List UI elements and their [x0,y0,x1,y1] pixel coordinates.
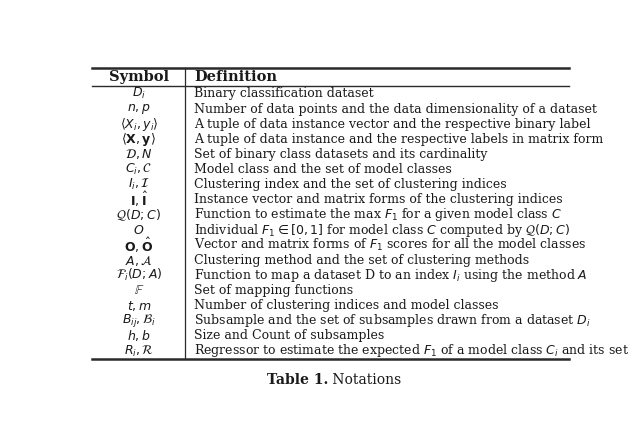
Text: $\mathbf{O}, \hat{\mathbf{O}}$: $\mathbf{O}, \hat{\mathbf{O}}$ [124,235,154,254]
Text: Regressor to estimate the expected $F_1$ of a model class $C_i$ and its set: Regressor to estimate the expected $F_1$… [194,343,629,359]
Text: Clustering method and the set of clustering methods: Clustering method and the set of cluster… [194,254,529,267]
Text: Set of binary class datasets and its cardinality: Set of binary class datasets and its car… [194,148,488,161]
Text: A tuple of data instance and the respective labels in matrix form: A tuple of data instance and the respect… [194,133,604,146]
Text: $D_i$: $D_i$ [132,86,146,101]
Text: Function to map a dataset D to an index $I_i$ using the method $A$: Function to map a dataset D to an index … [194,267,588,284]
Text: $\mathcal{Q}(D;C)$: $\mathcal{Q}(D;C)$ [116,207,161,223]
Text: $t, m$: $t, m$ [127,299,151,313]
Text: $\mathbf{I}, \hat{\mathbf{I}}$: $\mathbf{I}, \hat{\mathbf{I}}$ [130,190,148,209]
Text: Symbol: Symbol [109,70,169,84]
Text: Binary classification dataset: Binary classification dataset [194,87,374,101]
Text: Vector and matrix forms of $F_1$ scores for all the model classes: Vector and matrix forms of $F_1$ scores … [194,237,586,253]
Text: $A, \mathcal{A}$: $A, \mathcal{A}$ [125,253,153,268]
Text: A tuple of data instance vector and the respective binary label: A tuple of data instance vector and the … [194,118,591,131]
Text: $B_{ij}, \mathcal{B}_i$: $B_{ij}, \mathcal{B}_i$ [122,312,156,329]
Text: Size and Count of subsamples: Size and Count of subsamples [194,329,385,342]
Text: $\langle \mathbf{X}, \mathbf{y}\rangle$: $\langle \mathbf{X}, \mathbf{y}\rangle$ [122,131,156,148]
Text: $O$: $O$ [133,224,145,236]
Text: $\mathcal{D}, N$: $\mathcal{D}, N$ [125,147,152,161]
Text: Instance vector and matrix forms of the clustering indices: Instance vector and matrix forms of the … [194,193,563,206]
Text: Function to estimate the max $F_1$ for a given model class $C$: Function to estimate the max $F_1$ for a… [194,206,562,224]
Text: Individual $F_1 \in [0,1]$ for model class $C$ computed by $\mathcal{Q}(D;C)$: Individual $F_1 \in [0,1]$ for model cla… [194,221,570,239]
Text: $C_i, \mathcal{C}$: $C_i, \mathcal{C}$ [125,162,152,177]
Text: $n, p$: $n, p$ [127,102,150,116]
Text: Definition: Definition [194,70,277,84]
Text: $\langle X_i, y_i\rangle$: $\langle X_i, y_i\rangle$ [120,116,158,133]
Text: Notations: Notations [328,373,401,387]
Text: Number of data points and the data dimensionality of a dataset: Number of data points and the data dimen… [194,102,597,116]
Text: $R_i, \mathcal{R}$: $R_i, \mathcal{R}$ [124,344,154,359]
Text: Subsample and the set of subsamples drawn from a dataset $D_i$: Subsample and the set of subsamples draw… [194,312,591,329]
Text: Set of mapping functions: Set of mapping functions [194,284,353,297]
Text: Model class and the set of model classes: Model class and the set of model classes [194,163,452,176]
Text: $h, b$: $h, b$ [127,329,150,344]
Text: $\mathcal{F}_i(D;A)$: $\mathcal{F}_i(D;A)$ [116,267,162,284]
Text: $I_i, \mathcal{I}$: $I_i, \mathcal{I}$ [128,177,150,192]
Text: Number of clustering indices and model classes: Number of clustering indices and model c… [194,299,499,312]
Text: Clustering index and the set of clustering indices: Clustering index and the set of clusteri… [194,178,507,191]
Text: Table 1.: Table 1. [267,373,328,387]
Text: $\mathbb{F}$: $\mathbb{F}$ [134,284,144,297]
